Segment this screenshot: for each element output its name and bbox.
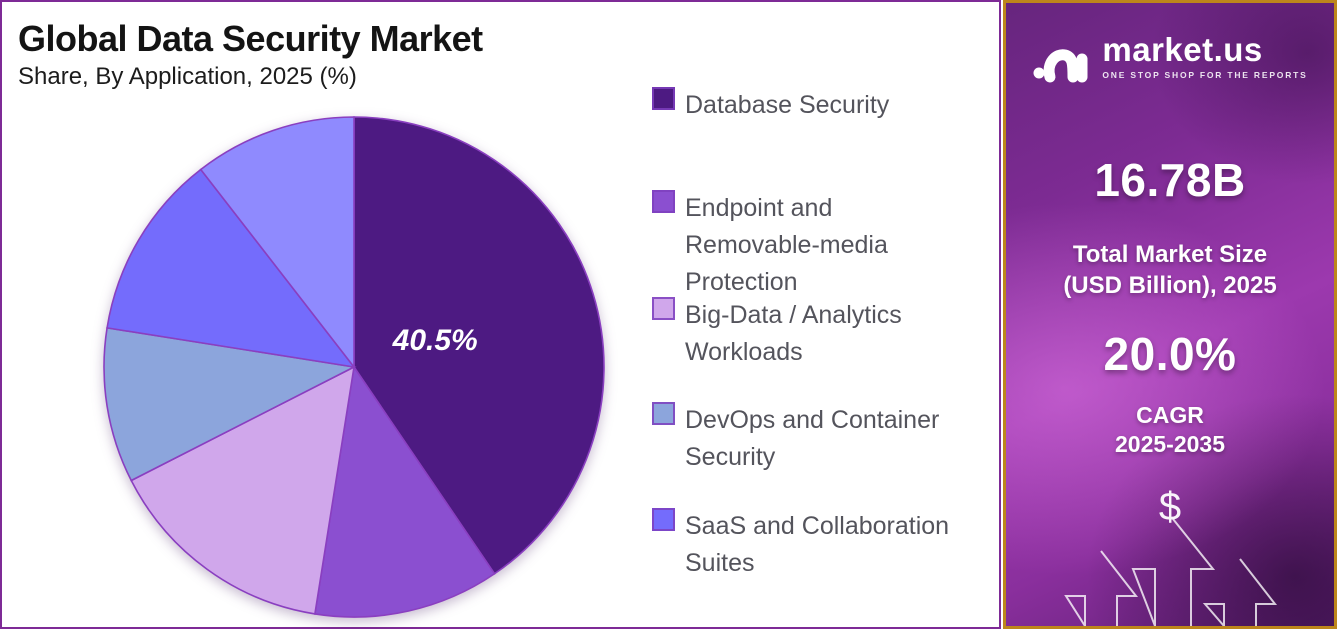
chart-title: Global Data Security Market [18,18,483,59]
legend-item: Big-Data / Analytics Workloads [652,297,970,371]
pie-slice-2 [130,365,356,615]
pie-slice-5 [199,116,355,370]
brand-tagline: ONE STOP SHOP FOR THE REPORTS [1102,70,1308,80]
pie-slice-4 [106,168,356,369]
pie-slice-3 [103,326,357,482]
market-size-label-line1: Total Market Size [1072,241,1268,268]
legend-swatch [652,402,675,425]
pie-slice-0 [353,116,605,575]
legend-label: Database Security [685,91,890,119]
title-block: Global Data Security Market Share, By Ap… [18,18,483,91]
market-size-label-line2: (USD Billion), 2025 [1063,272,1277,299]
cagr-label-line1: CAGR [1136,402,1204,428]
legend-item: Endpoint and Removable-media Protection [652,190,970,301]
legend-item: SaaS and Collaboration Suites [652,508,970,582]
pie-chart: 40.5% [103,116,605,618]
legend-swatch [652,297,675,320]
chart-area: Global Data Security Market Share, By Ap… [0,0,1001,629]
cagr-value: 20.0% [1103,328,1237,380]
pie-slice-1 [313,364,496,618]
brand-text: market.us ONE STOP SHOP FOR THE REPORTS [1102,33,1307,80]
cagr-label: CAGR 2025-2035 [1006,401,1334,459]
promo-panel: market.us ONE STOP SHOP FOR THE REPORTS … [1003,0,1337,629]
cagr-label-line2: 2025-2035 [1115,431,1225,457]
legend-swatch [652,190,675,213]
pie-slice-label: 40.5% [392,324,478,357]
legend-item: DevOps and Container Security [652,402,970,476]
growth-arrows-icon [1064,518,1278,626]
market-size-label: Total Market Size (USD Billion), 2025 [1006,239,1334,301]
legend-label: Big-Data / Analytics Workloads [685,301,902,366]
legend-label: Endpoint and Removable-media Protection [685,194,888,296]
chart-subtitle: Share, By Application, 2025 (%) [18,63,357,91]
market-us-logo-icon [1032,33,1092,94]
legend-label: SaaS and Collaboration Suites [685,512,950,577]
legend-swatch [652,87,675,110]
legend-item: Database Security [652,87,970,129]
dollar-icon: $ [1158,485,1182,529]
brand-name: market.us [1102,31,1263,68]
market-size-value: 16.78B [1094,154,1246,206]
brand-logo: market.us ONE STOP SHOP FOR THE REPORTS [1006,33,1334,94]
legend-swatch [652,508,675,531]
legend-label: DevOps and Container Security [685,406,940,471]
